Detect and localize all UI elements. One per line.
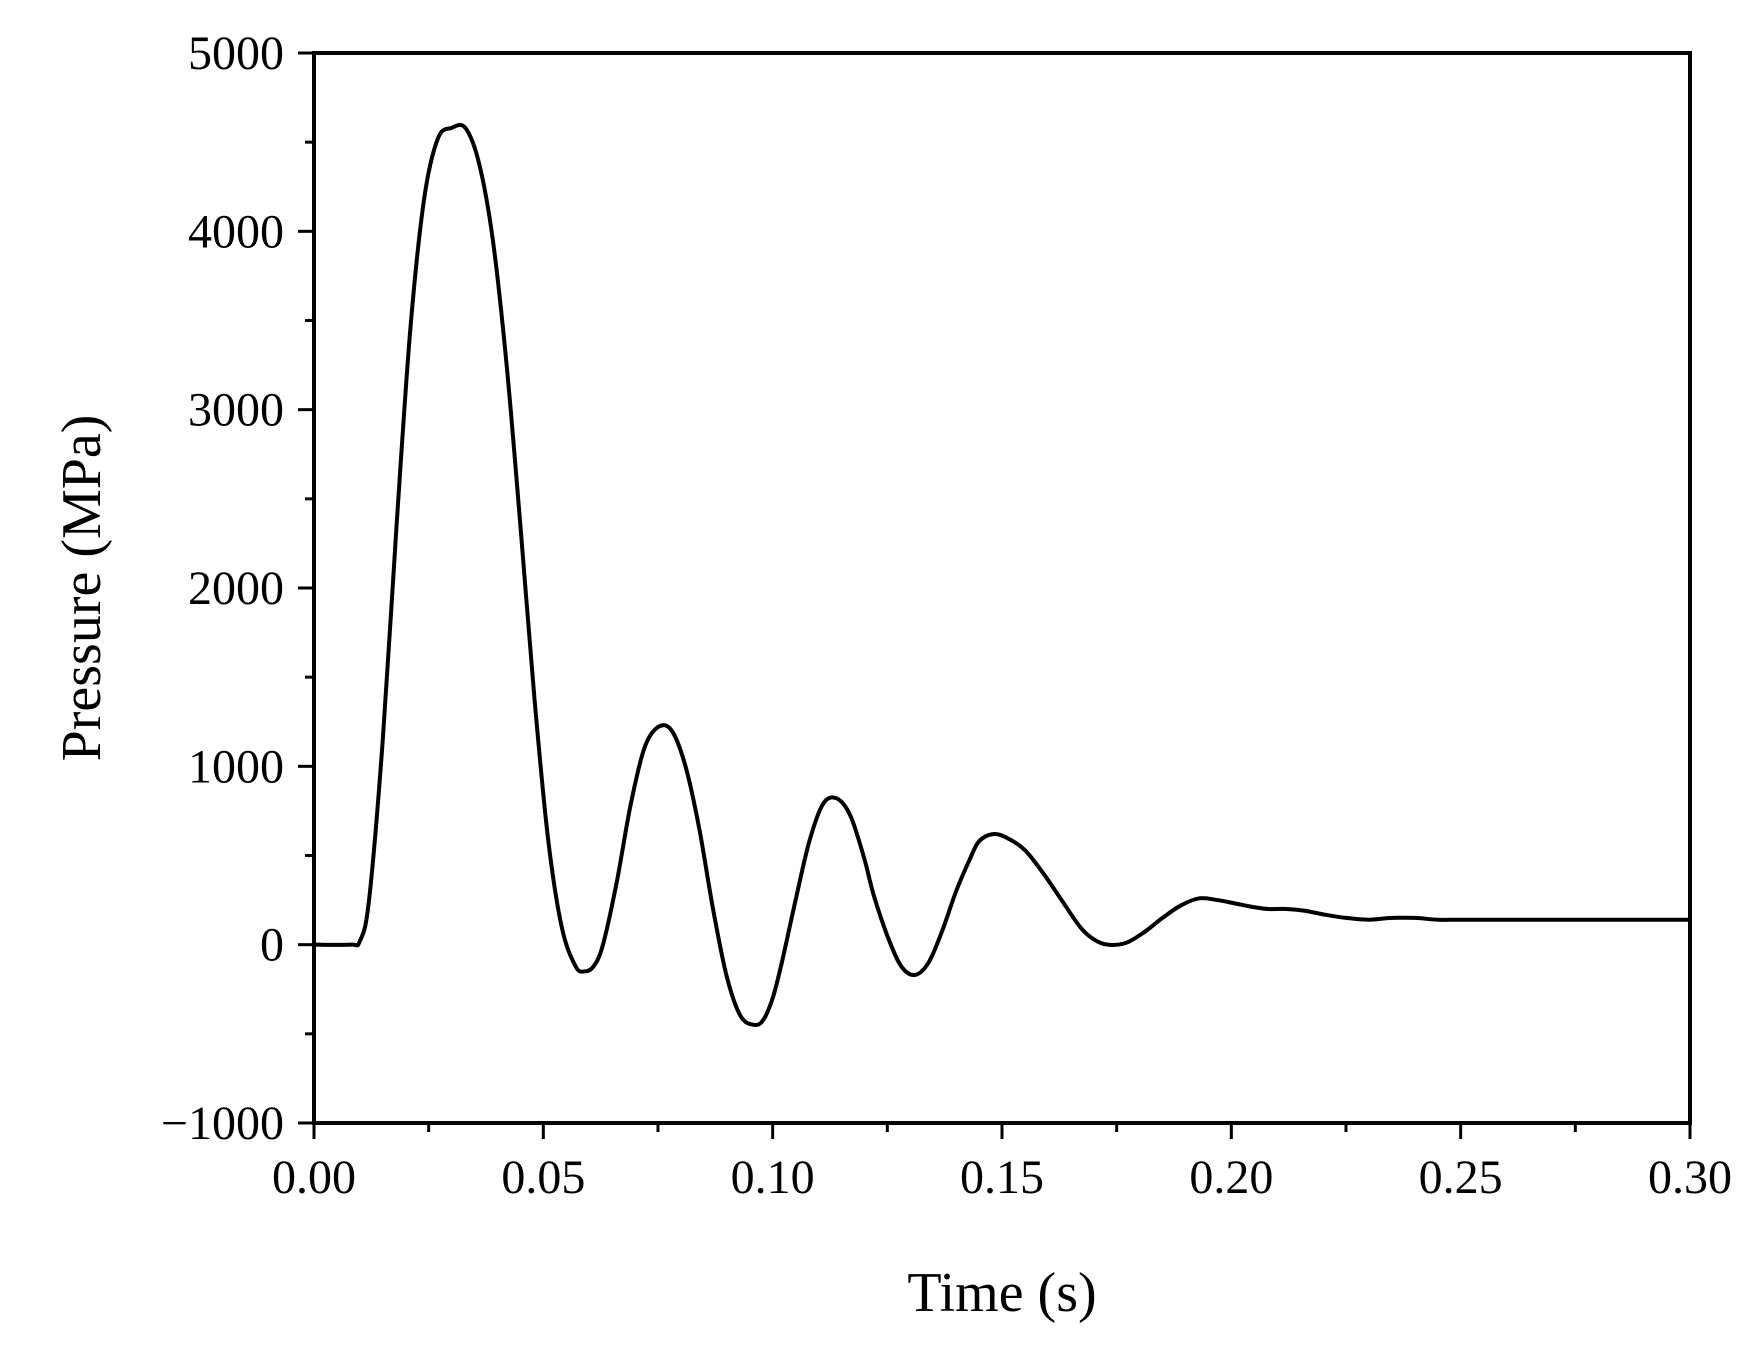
x-tick-label: 0.05	[501, 1151, 585, 1204]
y-tick-label: 2000	[188, 562, 284, 615]
x-tick-label: 0.25	[1419, 1151, 1503, 1204]
y-tick-label: 5000	[188, 27, 284, 80]
y-tick-label: 1000	[188, 740, 284, 793]
plot-frame	[312, 51, 1692, 1125]
x-tick-label: 0.00	[272, 1151, 356, 1204]
x-tick-label: 0.20	[1189, 1151, 1273, 1204]
series-group	[312, 122, 1692, 1028]
x-axis-title: Time (s)	[907, 1262, 1096, 1324]
y-tick-label: 3000	[188, 384, 284, 437]
axis-tick-labels: 0.00 0.05 0.10 0.15 0.20 0.25 0.30 −1000 0 1000 20…	[161, 27, 1732, 1204]
x-tick-label: 0.15	[960, 1151, 1044, 1204]
y-tick-label: 4000	[188, 205, 284, 258]
y-tick-label: 0	[260, 919, 284, 972]
y-tick-label: −1000	[161, 1097, 284, 1150]
axis-ticks	[298, 51, 1692, 1139]
x-tick-label: 0.30	[1648, 1151, 1732, 1204]
x-tick-label: 0.10	[731, 1151, 815, 1204]
y-axis-title: Pressure (MPa)	[51, 415, 113, 762]
pressure-series-line	[312, 122, 1692, 1028]
